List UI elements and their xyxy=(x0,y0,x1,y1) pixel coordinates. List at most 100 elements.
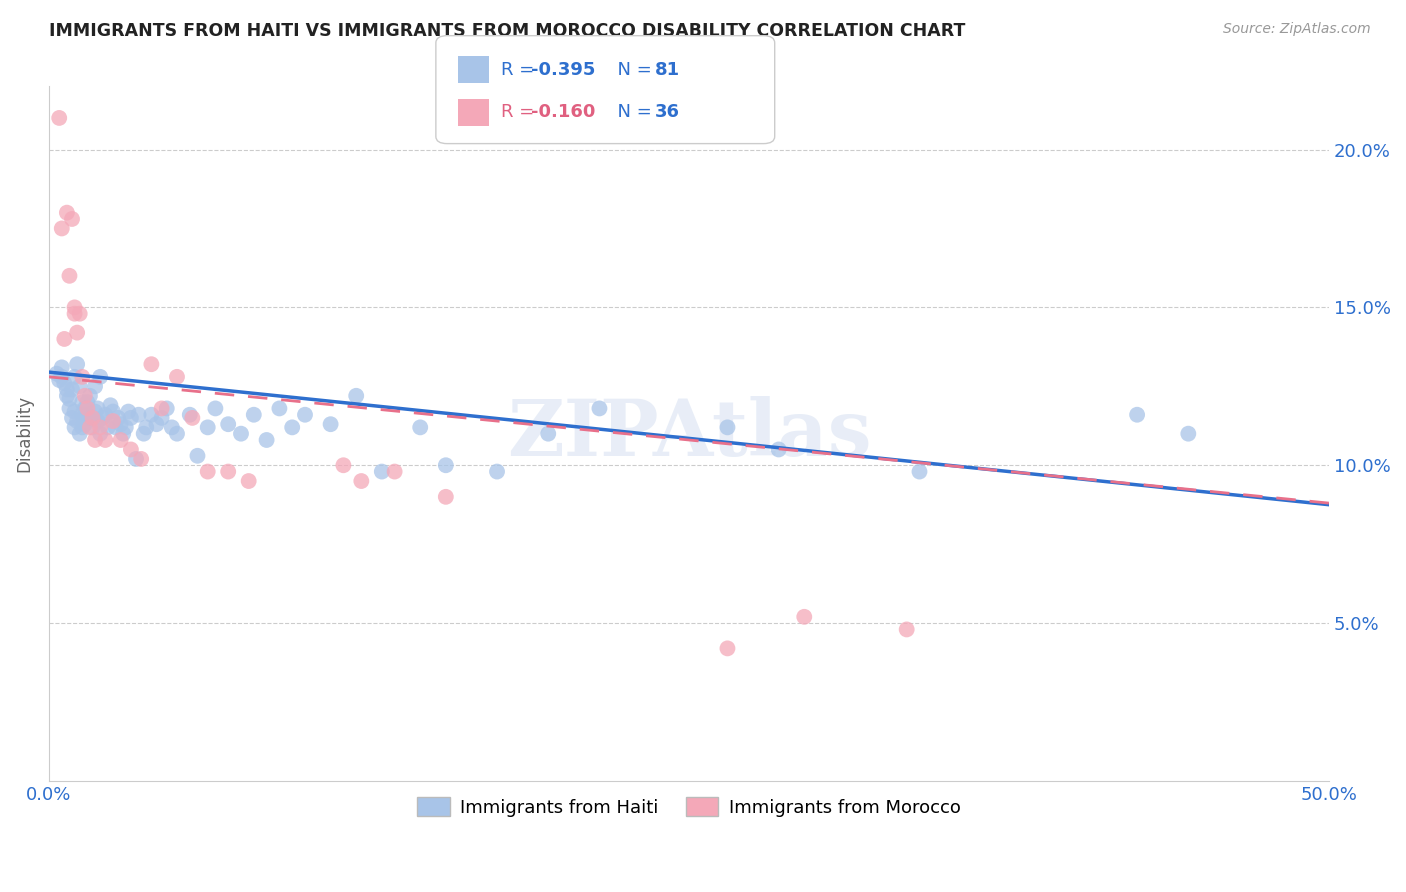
Point xyxy=(197,420,219,434)
Point xyxy=(73,389,96,403)
Point xyxy=(238,474,260,488)
Point xyxy=(82,410,104,425)
Point xyxy=(51,360,73,375)
Point xyxy=(181,410,204,425)
Point xyxy=(91,410,114,425)
Point xyxy=(69,426,91,441)
Point xyxy=(94,408,117,422)
Point xyxy=(371,465,394,479)
Point xyxy=(66,414,89,428)
Point xyxy=(204,401,226,416)
Point xyxy=(243,408,266,422)
Point xyxy=(294,408,316,422)
Point xyxy=(434,490,457,504)
Point xyxy=(229,426,252,441)
Point xyxy=(486,465,509,479)
Point xyxy=(344,389,367,403)
Point xyxy=(217,417,239,432)
Text: N =: N = xyxy=(606,103,658,121)
Point xyxy=(896,623,918,637)
Text: 36: 36 xyxy=(655,103,681,121)
Point xyxy=(128,408,150,422)
Point xyxy=(120,410,142,425)
Point xyxy=(434,458,457,473)
Point xyxy=(60,383,83,397)
Point xyxy=(66,326,89,340)
Point xyxy=(60,410,83,425)
Point xyxy=(150,410,173,425)
Point xyxy=(56,205,79,219)
Text: -0.395: -0.395 xyxy=(531,61,596,78)
Point xyxy=(537,426,560,441)
Point xyxy=(79,389,101,403)
Point xyxy=(217,465,239,479)
Point xyxy=(107,410,129,425)
Point xyxy=(58,268,80,283)
Point xyxy=(588,401,610,416)
Point xyxy=(86,414,108,428)
Point xyxy=(63,369,86,384)
Point xyxy=(1126,408,1149,422)
Point xyxy=(66,357,89,371)
Point xyxy=(100,398,122,412)
Point xyxy=(793,609,815,624)
Point xyxy=(63,301,86,315)
Point xyxy=(89,420,111,434)
Text: R =: R = xyxy=(501,61,540,78)
Point xyxy=(104,420,127,434)
Point xyxy=(110,417,132,432)
Text: R =: R = xyxy=(501,103,540,121)
Point xyxy=(94,433,117,447)
Point xyxy=(125,452,148,467)
Point xyxy=(63,420,86,434)
Point xyxy=(114,420,136,434)
Point xyxy=(76,401,98,416)
Point xyxy=(56,389,79,403)
Point xyxy=(82,420,104,434)
Point xyxy=(197,465,219,479)
Point xyxy=(79,410,101,425)
Point xyxy=(69,307,91,321)
Point xyxy=(72,420,94,434)
Point xyxy=(45,367,67,381)
Point xyxy=(51,221,73,235)
Point xyxy=(72,395,94,409)
Point xyxy=(332,458,354,473)
Point xyxy=(281,420,304,434)
Point xyxy=(73,401,96,416)
Point xyxy=(141,357,163,371)
Point xyxy=(135,420,157,434)
Point xyxy=(73,417,96,432)
Point xyxy=(60,211,83,226)
Point xyxy=(69,379,91,393)
Point xyxy=(72,408,94,422)
Point xyxy=(89,426,111,441)
Point xyxy=(1177,426,1199,441)
Point xyxy=(58,401,80,416)
Text: 81: 81 xyxy=(655,61,681,78)
Point xyxy=(350,474,373,488)
Point xyxy=(166,369,188,384)
Point xyxy=(166,426,188,441)
Text: N =: N = xyxy=(606,61,658,78)
Point xyxy=(269,401,291,416)
Legend: Immigrants from Haiti, Immigrants from Morocco: Immigrants from Haiti, Immigrants from M… xyxy=(409,790,969,824)
Point xyxy=(53,332,76,346)
Point xyxy=(58,392,80,406)
Text: Source: ZipAtlas.com: Source: ZipAtlas.com xyxy=(1223,22,1371,37)
Point xyxy=(716,641,738,656)
Point xyxy=(84,379,107,393)
Point xyxy=(319,417,342,432)
Text: -0.160: -0.160 xyxy=(531,103,596,121)
Point xyxy=(97,420,120,434)
Point xyxy=(101,414,124,428)
Point xyxy=(908,465,931,479)
Point xyxy=(76,408,98,422)
Point xyxy=(129,452,152,467)
Point xyxy=(110,433,132,447)
Point xyxy=(716,420,738,434)
Point xyxy=(101,404,124,418)
Point xyxy=(179,408,201,422)
Point xyxy=(141,408,163,422)
Point xyxy=(51,369,73,384)
